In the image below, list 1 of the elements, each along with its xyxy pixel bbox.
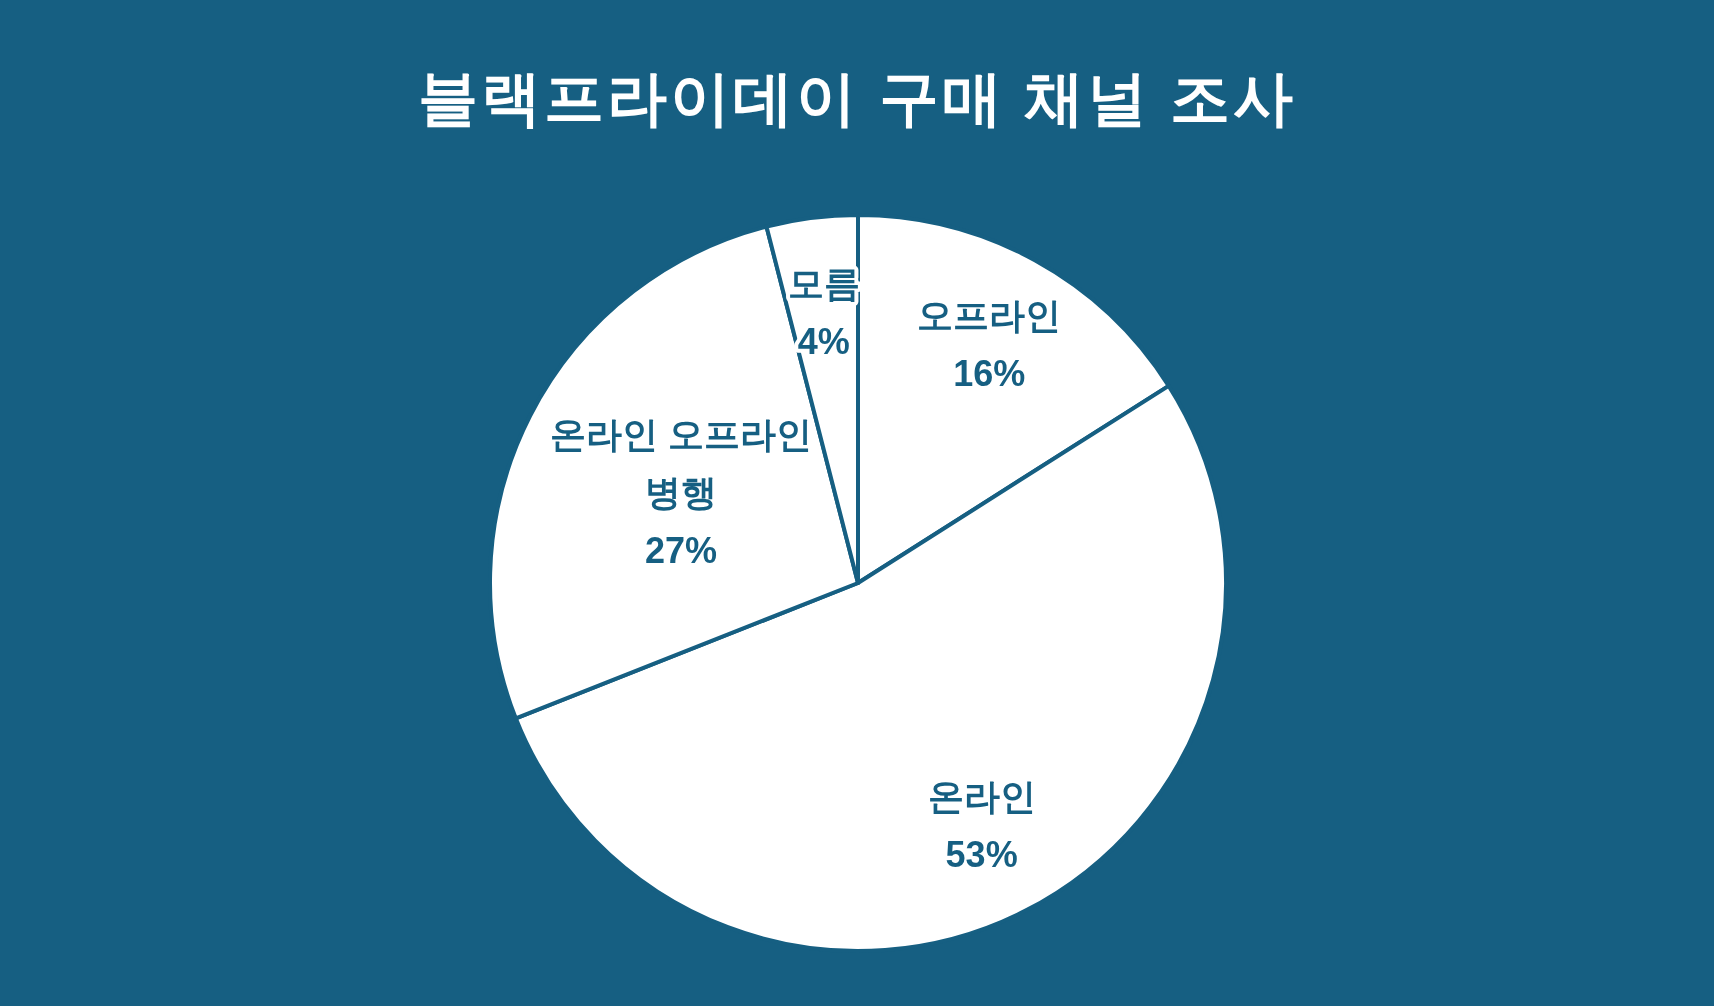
chart-title: 블랙프라이데이 구매 채널 조사 <box>417 64 1297 132</box>
